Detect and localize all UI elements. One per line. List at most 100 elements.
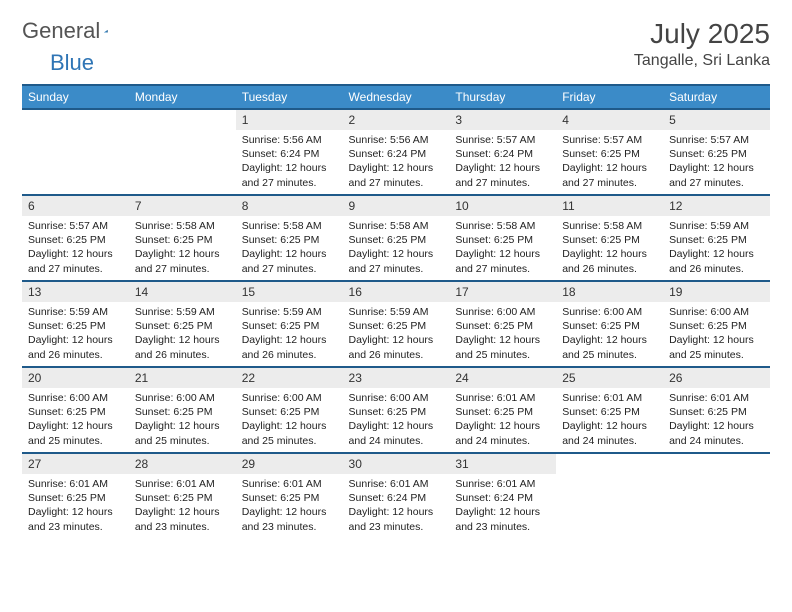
calendar-day-cell: 6Sunrise: 5:57 AMSunset: 6:25 PMDaylight… <box>22 195 129 281</box>
day-number: 26 <box>663 368 770 388</box>
calendar-day-cell: 2Sunrise: 5:56 AMSunset: 6:24 PMDaylight… <box>343 109 450 195</box>
day-number: 30 <box>343 454 450 474</box>
calendar-day-cell: 16Sunrise: 5:59 AMSunset: 6:25 PMDayligh… <box>343 281 450 367</box>
calendar-day-cell: 5Sunrise: 5:57 AMSunset: 6:25 PMDaylight… <box>663 109 770 195</box>
calendar-day-cell: 15Sunrise: 5:59 AMSunset: 6:25 PMDayligh… <box>236 281 343 367</box>
calendar-day-cell: 27Sunrise: 6:01 AMSunset: 6:25 PMDayligh… <box>22 453 129 539</box>
day-details: Sunrise: 6:00 AMSunset: 6:25 PMDaylight:… <box>236 388 343 452</box>
calendar-day-cell: 9Sunrise: 5:58 AMSunset: 6:25 PMDaylight… <box>343 195 450 281</box>
day-details: Sunrise: 5:59 AMSunset: 6:25 PMDaylight:… <box>343 302 450 366</box>
calendar-empty-cell <box>129 109 236 195</box>
calendar-day-cell: 20Sunrise: 6:00 AMSunset: 6:25 PMDayligh… <box>22 367 129 453</box>
logo-text-general: General <box>22 18 100 44</box>
day-details: Sunrise: 5:59 AMSunset: 6:25 PMDaylight:… <box>129 302 236 366</box>
day-number: 14 <box>129 282 236 302</box>
calendar-week-row: 13Sunrise: 5:59 AMSunset: 6:25 PMDayligh… <box>22 281 770 367</box>
calendar-day-cell: 24Sunrise: 6:01 AMSunset: 6:25 PMDayligh… <box>449 367 556 453</box>
day-number: 29 <box>236 454 343 474</box>
day-number: 27 <box>22 454 129 474</box>
day-details: Sunrise: 6:01 AMSunset: 6:25 PMDaylight:… <box>22 474 129 538</box>
day-details: Sunrise: 6:01 AMSunset: 6:25 PMDaylight:… <box>449 388 556 452</box>
day-details: Sunrise: 6:00 AMSunset: 6:25 PMDaylight:… <box>663 302 770 366</box>
day-number: 17 <box>449 282 556 302</box>
day-number: 19 <box>663 282 770 302</box>
calendar-day-cell: 1Sunrise: 5:56 AMSunset: 6:24 PMDaylight… <box>236 109 343 195</box>
day-number: 11 <box>556 196 663 216</box>
day-details: Sunrise: 5:57 AMSunset: 6:25 PMDaylight:… <box>22 216 129 280</box>
calendar-day-cell: 22Sunrise: 6:00 AMSunset: 6:25 PMDayligh… <box>236 367 343 453</box>
weekday-header: Saturday <box>663 85 770 109</box>
day-number: 28 <box>129 454 236 474</box>
calendar-day-cell: 13Sunrise: 5:59 AMSunset: 6:25 PMDayligh… <box>22 281 129 367</box>
day-details: Sunrise: 6:01 AMSunset: 6:24 PMDaylight:… <box>449 474 556 538</box>
calendar-day-cell: 31Sunrise: 6:01 AMSunset: 6:24 PMDayligh… <box>449 453 556 539</box>
day-number: 21 <box>129 368 236 388</box>
day-details: Sunrise: 6:01 AMSunset: 6:25 PMDaylight:… <box>556 388 663 452</box>
day-number: 5 <box>663 110 770 130</box>
calendar-day-cell: 30Sunrise: 6:01 AMSunset: 6:24 PMDayligh… <box>343 453 450 539</box>
day-details: Sunrise: 6:00 AMSunset: 6:25 PMDaylight:… <box>22 388 129 452</box>
day-details: Sunrise: 5:58 AMSunset: 6:25 PMDaylight:… <box>556 216 663 280</box>
day-number: 1 <box>236 110 343 130</box>
calendar-day-cell: 11Sunrise: 5:58 AMSunset: 6:25 PMDayligh… <box>556 195 663 281</box>
weekday-header: Thursday <box>449 85 556 109</box>
day-details: Sunrise: 5:58 AMSunset: 6:25 PMDaylight:… <box>343 216 450 280</box>
day-details: Sunrise: 5:56 AMSunset: 6:24 PMDaylight:… <box>343 130 450 194</box>
calendar-day-cell: 4Sunrise: 5:57 AMSunset: 6:25 PMDaylight… <box>556 109 663 195</box>
weekday-header: Tuesday <box>236 85 343 109</box>
day-details: Sunrise: 5:57 AMSunset: 6:25 PMDaylight:… <box>663 130 770 194</box>
calendar-day-cell: 14Sunrise: 5:59 AMSunset: 6:25 PMDayligh… <box>129 281 236 367</box>
calendar-day-cell: 8Sunrise: 5:58 AMSunset: 6:25 PMDaylight… <box>236 195 343 281</box>
day-details: Sunrise: 5:58 AMSunset: 6:25 PMDaylight:… <box>449 216 556 280</box>
day-details: Sunrise: 5:56 AMSunset: 6:24 PMDaylight:… <box>236 130 343 194</box>
day-number: 31 <box>449 454 556 474</box>
weekday-header: Friday <box>556 85 663 109</box>
calendar-day-cell: 25Sunrise: 6:01 AMSunset: 6:25 PMDayligh… <box>556 367 663 453</box>
day-number: 13 <box>22 282 129 302</box>
day-details: Sunrise: 6:01 AMSunset: 6:25 PMDaylight:… <box>663 388 770 452</box>
calendar-week-row: 20Sunrise: 6:00 AMSunset: 6:25 PMDayligh… <box>22 367 770 453</box>
day-number: 9 <box>343 196 450 216</box>
calendar-day-cell: 19Sunrise: 6:00 AMSunset: 6:25 PMDayligh… <box>663 281 770 367</box>
logo: General <box>22 18 130 44</box>
day-details: Sunrise: 5:59 AMSunset: 6:25 PMDaylight:… <box>22 302 129 366</box>
day-details: Sunrise: 6:00 AMSunset: 6:25 PMDaylight:… <box>449 302 556 366</box>
logo-triangle-icon <box>104 22 108 40</box>
calendar-empty-cell <box>663 453 770 539</box>
day-number: 3 <box>449 110 556 130</box>
day-number: 6 <box>22 196 129 216</box>
day-number: 10 <box>449 196 556 216</box>
title-block: July 2025 Tangalle, Sri Lanka <box>634 18 770 70</box>
weekday-header: Monday <box>129 85 236 109</box>
calendar-day-cell: 17Sunrise: 6:00 AMSunset: 6:25 PMDayligh… <box>449 281 556 367</box>
weekday-header: Wednesday <box>343 85 450 109</box>
calendar-day-cell: 29Sunrise: 6:01 AMSunset: 6:25 PMDayligh… <box>236 453 343 539</box>
day-number: 8 <box>236 196 343 216</box>
calendar-table: SundayMondayTuesdayWednesdayThursdayFrid… <box>22 84 770 539</box>
day-details: Sunrise: 6:00 AMSunset: 6:25 PMDaylight:… <box>343 388 450 452</box>
calendar-day-cell: 12Sunrise: 5:59 AMSunset: 6:25 PMDayligh… <box>663 195 770 281</box>
calendar-day-cell: 3Sunrise: 5:57 AMSunset: 6:24 PMDaylight… <box>449 109 556 195</box>
calendar-day-cell: 10Sunrise: 5:58 AMSunset: 6:25 PMDayligh… <box>449 195 556 281</box>
day-details: Sunrise: 6:00 AMSunset: 6:25 PMDaylight:… <box>556 302 663 366</box>
day-details: Sunrise: 5:57 AMSunset: 6:25 PMDaylight:… <box>556 130 663 194</box>
day-details: Sunrise: 6:00 AMSunset: 6:25 PMDaylight:… <box>129 388 236 452</box>
day-details: Sunrise: 6:01 AMSunset: 6:24 PMDaylight:… <box>343 474 450 538</box>
day-number: 22 <box>236 368 343 388</box>
weekday-header-row: SundayMondayTuesdayWednesdayThursdayFrid… <box>22 85 770 109</box>
weekday-header: Sunday <box>22 85 129 109</box>
calendar-week-row: 27Sunrise: 6:01 AMSunset: 6:25 PMDayligh… <box>22 453 770 539</box>
day-number: 18 <box>556 282 663 302</box>
calendar-empty-cell <box>556 453 663 539</box>
location: Tangalle, Sri Lanka <box>634 52 770 70</box>
day-number: 23 <box>343 368 450 388</box>
day-details: Sunrise: 6:01 AMSunset: 6:25 PMDaylight:… <box>236 474 343 538</box>
logo-text-blue: Blue <box>50 50 94 76</box>
calendar-day-cell: 21Sunrise: 6:00 AMSunset: 6:25 PMDayligh… <box>129 367 236 453</box>
calendar-day-cell: 7Sunrise: 5:58 AMSunset: 6:25 PMDaylight… <box>129 195 236 281</box>
calendar-day-cell: 26Sunrise: 6:01 AMSunset: 6:25 PMDayligh… <box>663 367 770 453</box>
day-details: Sunrise: 5:58 AMSunset: 6:25 PMDaylight:… <box>129 216 236 280</box>
day-details: Sunrise: 5:59 AMSunset: 6:25 PMDaylight:… <box>663 216 770 280</box>
day-number: 15 <box>236 282 343 302</box>
day-number: 20 <box>22 368 129 388</box>
